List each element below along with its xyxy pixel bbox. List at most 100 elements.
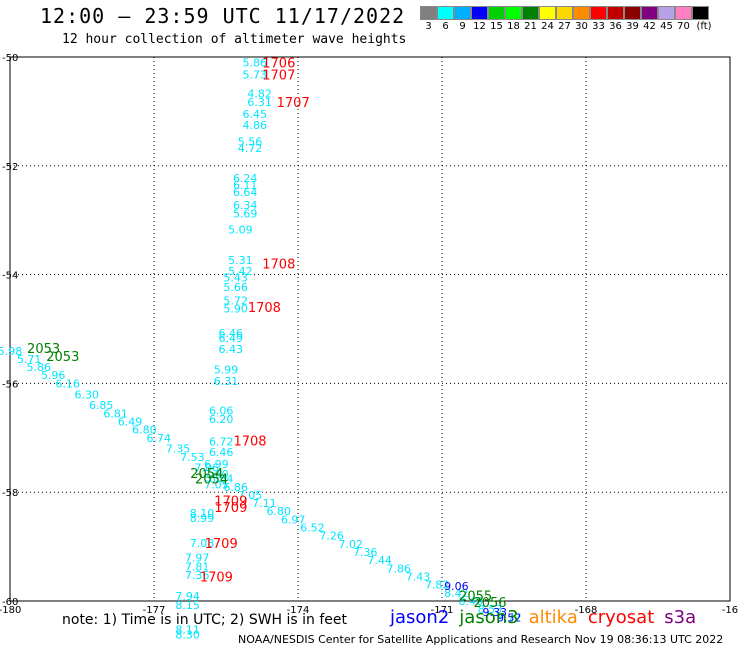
legend-swatch	[454, 6, 471, 20]
legend-swatch	[590, 6, 607, 20]
swh-value: 5.73	[243, 68, 268, 81]
swh-value: 6.99	[204, 458, 229, 471]
chart-subtitle: 12 hour collection of altimeter wave hei…	[62, 32, 407, 47]
swh-value: 7.05	[204, 479, 229, 492]
y-tick-label: -56	[2, 379, 18, 390]
pass-label: 1709	[214, 494, 247, 509]
y-tick-label: -50	[2, 53, 18, 64]
legend-label: 18	[507, 21, 520, 32]
legend-swatch	[539, 6, 556, 20]
legend-label: 24	[541, 21, 554, 32]
swh-value: 7.60	[204, 468, 229, 481]
swh-value: 7.44	[367, 554, 392, 567]
swh-value: 7.35	[166, 443, 191, 456]
swh-value: 6.49	[219, 332, 244, 345]
swh-value: 6.86	[223, 481, 248, 494]
swh-value: 7.53	[180, 451, 205, 464]
legend-swatch	[692, 6, 709, 20]
legend-label: 21	[524, 21, 537, 32]
footer-note: note: 1) Time is in UTC; 2) SWH is in fe…	[62, 612, 348, 628]
swh-value: 7.11	[252, 497, 277, 510]
swh-value: 6.80	[132, 424, 157, 437]
swh-value: 7.82	[425, 579, 450, 592]
swh-value: 7.36	[185, 569, 210, 582]
swh-value: 6.74	[147, 432, 172, 445]
swh-value: 5.99	[214, 363, 239, 376]
legend-swatch	[437, 6, 454, 20]
legend-swatch	[675, 6, 692, 20]
swh-value: 8.15	[175, 599, 200, 612]
footer-credit: NOAA/NESDIS Center for Satellite Applica…	[238, 633, 724, 646]
swh-value: 8.53	[478, 603, 503, 616]
legend-swatch	[505, 6, 522, 20]
legend-swatch	[488, 6, 505, 20]
plot-frame	[9, 56, 731, 602]
legend-swatch	[573, 6, 590, 20]
swh-value: 9.06	[444, 580, 469, 593]
swh-value: 5.90	[223, 302, 248, 315]
legend-label: 9	[459, 21, 466, 32]
satellite-name-jason2: jason2	[390, 607, 450, 628]
swh-value: 6.20	[209, 413, 234, 426]
pass-label: 1709	[200, 571, 233, 586]
y-tick-label: -58	[2, 488, 18, 499]
x-tick-label: -174	[287, 605, 310, 616]
swh-value: 6.16	[55, 377, 80, 390]
legend-label: 3	[425, 21, 432, 32]
swh-value: 4.86	[243, 119, 268, 132]
swh-value: 6.80	[267, 505, 292, 518]
pass-label: 1708	[248, 301, 281, 316]
swh-value: 6.43	[219, 343, 244, 356]
swh-value: 6.24	[233, 172, 258, 185]
swh-value: 4.82	[247, 87, 272, 100]
swh-value: 6.72	[209, 436, 234, 449]
pass-label: 2056	[473, 596, 506, 611]
swh-value: 5.66	[223, 281, 248, 294]
swh-value: 7.81	[185, 561, 210, 574]
legend-swatch	[624, 6, 641, 20]
swh-value: 4.72	[238, 142, 263, 155]
swh-value: 7.94	[175, 590, 200, 603]
chart-title: 12:00 – 23:59 UTC 11/17/2022	[40, 4, 406, 28]
swh-value: 5.72	[223, 295, 248, 308]
legend-label: 36	[609, 21, 622, 32]
legend-swatch	[471, 6, 488, 20]
swh-value: 6.81	[103, 407, 128, 420]
swh-value: 6.46	[209, 446, 234, 459]
swh-value: 6.34	[233, 199, 258, 212]
swh-value: 6.97	[281, 513, 306, 526]
swh-value: 8.77	[497, 611, 522, 624]
swh-value: 7.26	[319, 530, 344, 543]
swh-value: 7.05	[238, 489, 263, 502]
swh-value: 8.11	[175, 623, 200, 636]
pass-label: 2054	[190, 467, 223, 482]
x-tick-label: -180	[0, 605, 21, 616]
swh-value: 8.10	[190, 507, 215, 520]
pass-label: 1709	[205, 537, 238, 552]
swh-value: 7.08	[190, 537, 215, 550]
pass-label: 1707	[262, 68, 295, 83]
swh-value: 8.42	[444, 587, 469, 600]
swh-value: 5.69	[233, 208, 258, 221]
swh-value: 8.99	[190, 512, 215, 525]
swh-value: 6.46	[219, 327, 244, 340]
y-tick-label: -60	[2, 597, 18, 608]
swh-value: 7.36	[353, 546, 378, 559]
pass-label: 1709	[214, 501, 247, 516]
swh-value: 5.09	[228, 223, 253, 236]
pass-label: 2055	[459, 590, 492, 605]
swh-value: 7.06	[195, 462, 220, 475]
legend-label: 27	[558, 21, 571, 32]
swh-value: 6.31	[247, 96, 272, 109]
satellite-name-jason3: jason3	[459, 607, 519, 628]
pass-label: 1708	[262, 258, 295, 273]
x-tick-label: -177	[143, 605, 166, 616]
color-legend-labels: 3 6 9 12 15 18 21 24 27 30 33 36 39 42 45 70 (ft)	[420, 21, 716, 32]
swh-value: 7.02	[339, 538, 364, 551]
swh-value: 5.56	[238, 135, 263, 148]
swh-value: 5.98	[0, 345, 22, 358]
legend-swatch	[522, 6, 539, 20]
legend-swatch	[641, 6, 658, 20]
swh-value: 6.06	[209, 405, 234, 418]
swh-value: 9.33	[483, 606, 508, 619]
